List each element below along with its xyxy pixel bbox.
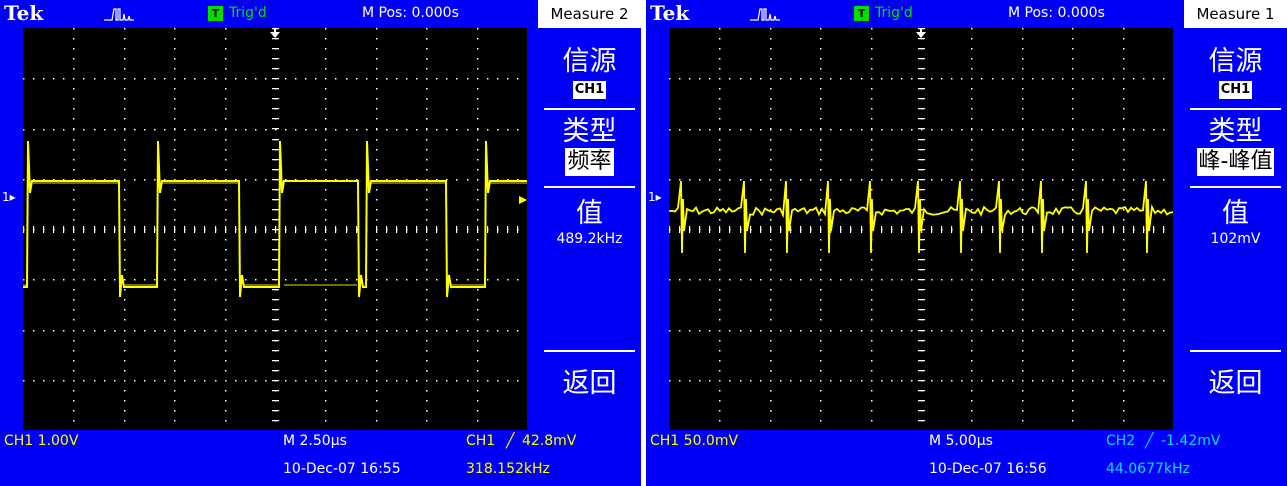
side-menu: 信源 CH1 类型 峰-峰值 值 102mV 返回 xyxy=(1184,28,1287,430)
brand-logo: Tek xyxy=(4,1,44,25)
waveform-display xyxy=(669,28,1173,422)
trigger-status: T Trig'd xyxy=(208,2,267,24)
trigger-status-text: Trig'd xyxy=(229,5,267,21)
menu-value: 值 489.2kHz xyxy=(538,198,641,248)
graticule xyxy=(669,28,1173,430)
horizontal-position: M Pos: 0.000s xyxy=(1008,5,1105,21)
channel-1-marker: 1▸ xyxy=(2,190,16,204)
menu-source[interactable]: 信源 CH1 xyxy=(538,46,641,99)
measurement-value: 489.2kHz xyxy=(556,231,623,247)
menu-divider xyxy=(1190,108,1281,110)
menu-back-button[interactable]: 返回 xyxy=(538,368,641,400)
trigger-slope-icon: ╱ xyxy=(506,433,515,449)
type-label: 类型 xyxy=(562,116,617,147)
type-value: 峰-峰值 xyxy=(1196,148,1275,176)
waveform-trace xyxy=(669,180,1173,254)
menu-divider xyxy=(544,186,635,188)
trigger-source: CH1 xyxy=(466,433,496,449)
menu-divider xyxy=(1190,186,1281,188)
menu-back-button[interactable]: 返回 xyxy=(1184,368,1287,400)
measurement-value: 102mV xyxy=(1210,231,1261,247)
trigger-position-marker xyxy=(916,32,926,38)
trigger-status-text: Trig'd xyxy=(875,5,913,21)
timebase: M 2.50µs xyxy=(283,433,347,449)
side-menu: 信源 CH1 类型 频率 值 489.2kHz 返回 xyxy=(538,28,641,430)
trigger-source: CH2 xyxy=(1106,433,1136,449)
trigger-frequency: 318.152kHz xyxy=(466,461,550,477)
waveform-display xyxy=(23,28,527,422)
oscilloscope-screen-right: Tek T Trig'd M Pos: 0.000s Measure 1 1▸ 信… xyxy=(646,0,1287,486)
menu-source[interactable]: 信源 CH1 xyxy=(1184,46,1287,99)
trigger-badge: T xyxy=(854,5,869,21)
oscilloscope-screen-left: Tek T Trig'd M Pos: 0.000s Measure 2 1▸ 信… xyxy=(0,0,641,486)
horizontal-position: M Pos: 0.000s xyxy=(362,5,459,21)
timebase: M 5.00µs xyxy=(929,433,993,449)
menu-type[interactable]: 类型 峰-峰值 xyxy=(1184,116,1287,176)
datetime: 10-Dec-07 16:56 xyxy=(929,461,1047,477)
graticule-grid xyxy=(23,28,527,422)
menu-type[interactable]: 类型 频率 xyxy=(538,116,641,176)
menu-divider xyxy=(544,350,635,352)
back-label: 返回 xyxy=(1208,368,1263,399)
waveform-noise xyxy=(23,182,527,286)
channel-1-marker: 1▸ xyxy=(648,190,662,204)
trigger-badge: T xyxy=(208,5,223,21)
type-label: 类型 xyxy=(1208,116,1263,147)
channel-scale: CH1 50.0mV xyxy=(650,433,739,449)
source-label: 信源 xyxy=(1208,46,1263,77)
channel-scale: CH1 1.00V xyxy=(4,433,79,449)
trigger-status: T Trig'd xyxy=(854,2,913,24)
source-label: 信源 xyxy=(562,46,617,77)
pulse-acquire-icon xyxy=(750,6,780,26)
type-value: 频率 xyxy=(565,148,614,176)
menu-divider xyxy=(1190,350,1281,352)
back-label: 返回 xyxy=(562,368,617,399)
trigger-slope-icon: ╱ xyxy=(1145,433,1154,449)
bottom-status-bar: CH1 50.0mV M 5.00µs CH2 ╱ -1.42mV 10-Dec… xyxy=(646,430,1287,486)
menu-title: Measure 2 xyxy=(538,0,641,28)
trigger-level-marker xyxy=(519,196,527,204)
bottom-status-bar: CH1 1.00V M 2.50µs CH1 ╱ 42.8mV 10-Dec-0… xyxy=(0,430,641,486)
menu-title: Measure 1 xyxy=(1184,0,1287,28)
graticule xyxy=(23,28,527,430)
trigger-level: -1.42mV xyxy=(1161,433,1221,449)
menu-divider xyxy=(544,108,635,110)
source-value: CH1 xyxy=(572,81,607,99)
value-label: 值 xyxy=(1222,198,1249,229)
trigger-position-marker xyxy=(270,32,280,38)
top-status-bar: Tek T Trig'd M Pos: 0.000s xyxy=(0,0,641,28)
waveform-trace xyxy=(23,140,527,298)
menu-value: 值 102mV xyxy=(1184,198,1287,248)
top-status-bar: Tek T Trig'd M Pos: 0.000s xyxy=(646,0,1287,28)
pulse-acquire-icon xyxy=(104,6,134,26)
brand-logo: Tek xyxy=(650,1,690,25)
trigger-frequency: 44.0677kHz xyxy=(1106,461,1190,477)
value-label: 值 xyxy=(576,198,603,229)
datetime: 10-Dec-07 16:55 xyxy=(283,461,401,477)
trigger-level: 42.8mV xyxy=(522,433,577,449)
source-value: CH1 xyxy=(1218,81,1253,99)
